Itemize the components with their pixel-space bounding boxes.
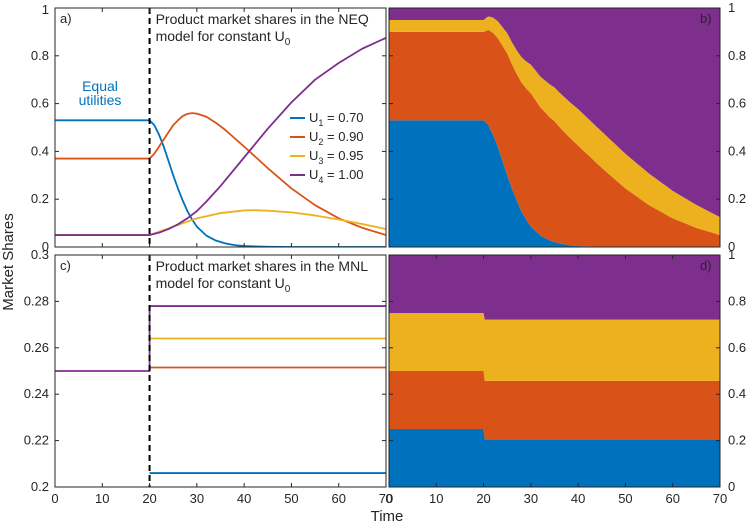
panel-d: 00.20.40.60.810 10 20 30 40 50 60 70d) <box>385 247 746 506</box>
panel-title-line-1: Product market shares in the MNL <box>156 258 369 274</box>
ytick-label: 0 <box>728 479 735 494</box>
panel-title-subscript: 0 <box>285 284 291 295</box>
legend-subscript: 1 <box>318 118 323 128</box>
legend-name: U <box>309 167 318 182</box>
ytick-label: 0.26 <box>24 340 49 355</box>
panels-group: 00.20.40.60.81a) Product market shares in… <box>24 0 746 506</box>
line-a-u2 <box>55 112 386 236</box>
xtick-label: 50 <box>284 491 298 506</box>
figure-ylabel: Market Shares <box>0 213 17 311</box>
panel-title-line-2: model for constant U0 <box>156 275 291 295</box>
xtick-label: 70 <box>713 491 727 506</box>
ytick-label: 0.3 <box>31 247 49 262</box>
panel-c: 0.2 0.22 0.24 0.26 0.28 0.3 0 10 20 30 40 50 60 70 c) P… <box>24 247 394 506</box>
area-b-u3 <box>389 16 720 236</box>
xtick-label: 20 <box>476 491 490 506</box>
panel-label-d: d) <box>700 258 712 273</box>
legend-name: U <box>309 110 318 125</box>
ytick-label: 0.8 <box>728 48 746 63</box>
ytick-label: 0.4 <box>31 143 49 158</box>
area-d-u3 <box>389 313 720 381</box>
xtick-label: 40 <box>571 491 585 506</box>
xtick-label: 20 <box>142 491 156 506</box>
line-a-u3 <box>55 209 386 236</box>
ytick-label: 0.24 <box>24 386 49 401</box>
legend-name: U <box>309 148 318 163</box>
area-d-u4 <box>389 255 720 320</box>
line-a-u4 <box>55 37 386 236</box>
legend-entry-u4: U4 = 1.00 <box>309 167 364 185</box>
legend-value: = 0.70 <box>323 110 363 125</box>
panel-title-line-2: model for constant U0 <box>156 28 291 48</box>
ytick-label: 0.4 <box>728 386 746 401</box>
equal-utilities-label: utilities <box>79 92 122 108</box>
ytick-label: 1 <box>728 247 735 262</box>
axes-box-c <box>54 254 387 488</box>
ytick-label: 0.6 <box>31 96 49 111</box>
xtick-label: 60 <box>331 491 345 506</box>
ytick-label: 0.2 <box>31 191 49 206</box>
ytick-label: 0.6 <box>728 96 746 111</box>
area-b-u2 <box>389 29 720 247</box>
xtick-label: 70 <box>379 491 393 506</box>
xtick-label: 0 <box>51 491 58 506</box>
panel-a: 0 0.2 0.4 0.6 0.8 1 a) Product market shares in… <box>31 2 387 254</box>
plot-area-b <box>389 8 720 247</box>
panel-title-line-2-text: model for constant U <box>156 275 285 291</box>
axes-box-d <box>388 254 721 488</box>
legend-entry-u3: U3 = 0.95 <box>309 148 364 166</box>
xtick-label: 10 <box>95 491 109 506</box>
panel-label-a: a) <box>60 11 72 26</box>
xtick-label: 0 <box>385 491 392 506</box>
ytick-label: 0.4 <box>728 143 746 158</box>
ytick-label: 0.28 <box>24 293 49 308</box>
legend-subscript: 3 <box>318 156 323 166</box>
ytick-label: 0.2 <box>728 433 746 448</box>
ytick-label: 0.22 <box>24 433 49 448</box>
legend-name: U <box>309 129 318 144</box>
panel-title-line-1: Product market shares in the NEQ <box>156 11 369 27</box>
ytick-label: 0 <box>42 239 49 254</box>
legend-value: = 0.90 <box>323 129 363 144</box>
figure-xlabel: Time <box>371 508 404 525</box>
legend-subscript: 4 <box>318 175 323 185</box>
ytick-label: 0.2 <box>728 191 746 206</box>
axes-box-a <box>54 7 387 248</box>
plot-area-c <box>55 305 386 474</box>
xtick-label: 40 <box>237 491 251 506</box>
ytick-label: 0.8 <box>728 293 746 308</box>
legend-value: = 1.00 <box>323 167 363 182</box>
panel-label-b: b) <box>700 11 712 26</box>
ytick-label: 0.6 <box>728 340 746 355</box>
xtick-label: 10 <box>429 491 443 506</box>
ytick-label: 1 <box>728 0 735 15</box>
ytick-label: 0.2 <box>31 479 49 494</box>
panel-label-c: c) <box>60 258 71 273</box>
panel-title-line-2-text: model for constant U <box>156 28 285 44</box>
legend-entry-u2: U2 = 0.90 <box>309 129 364 147</box>
legend-value: = 0.95 <box>323 148 363 163</box>
legend-subscript: 2 <box>318 137 323 147</box>
xtick-label: 50 <box>618 491 632 506</box>
ytick-label: 1 <box>42 2 49 17</box>
ytick-label: 0.8 <box>31 48 49 63</box>
ytick-label: 0 <box>728 239 735 254</box>
legend-entry-u1: U1 = 0.70 <box>309 110 364 128</box>
panel-b: 0 0.2 0.4 0.6 0.8 1 b) <box>388 0 746 254</box>
equal-utilities-label: Equal <box>82 78 118 94</box>
panel-title-subscript: 0 <box>285 37 291 48</box>
axes-box-b <box>388 7 721 248</box>
xtick-label: 60 <box>665 491 679 506</box>
plot-area-d <box>389 255 720 487</box>
area-b-u4 <box>389 8 720 218</box>
xtick-label: 30 <box>524 491 538 506</box>
xtick-label: 30 <box>190 491 204 506</box>
area-d-u2 <box>389 371 720 440</box>
area-d-u1 <box>389 429 720 487</box>
area-b-u1 <box>389 120 720 247</box>
